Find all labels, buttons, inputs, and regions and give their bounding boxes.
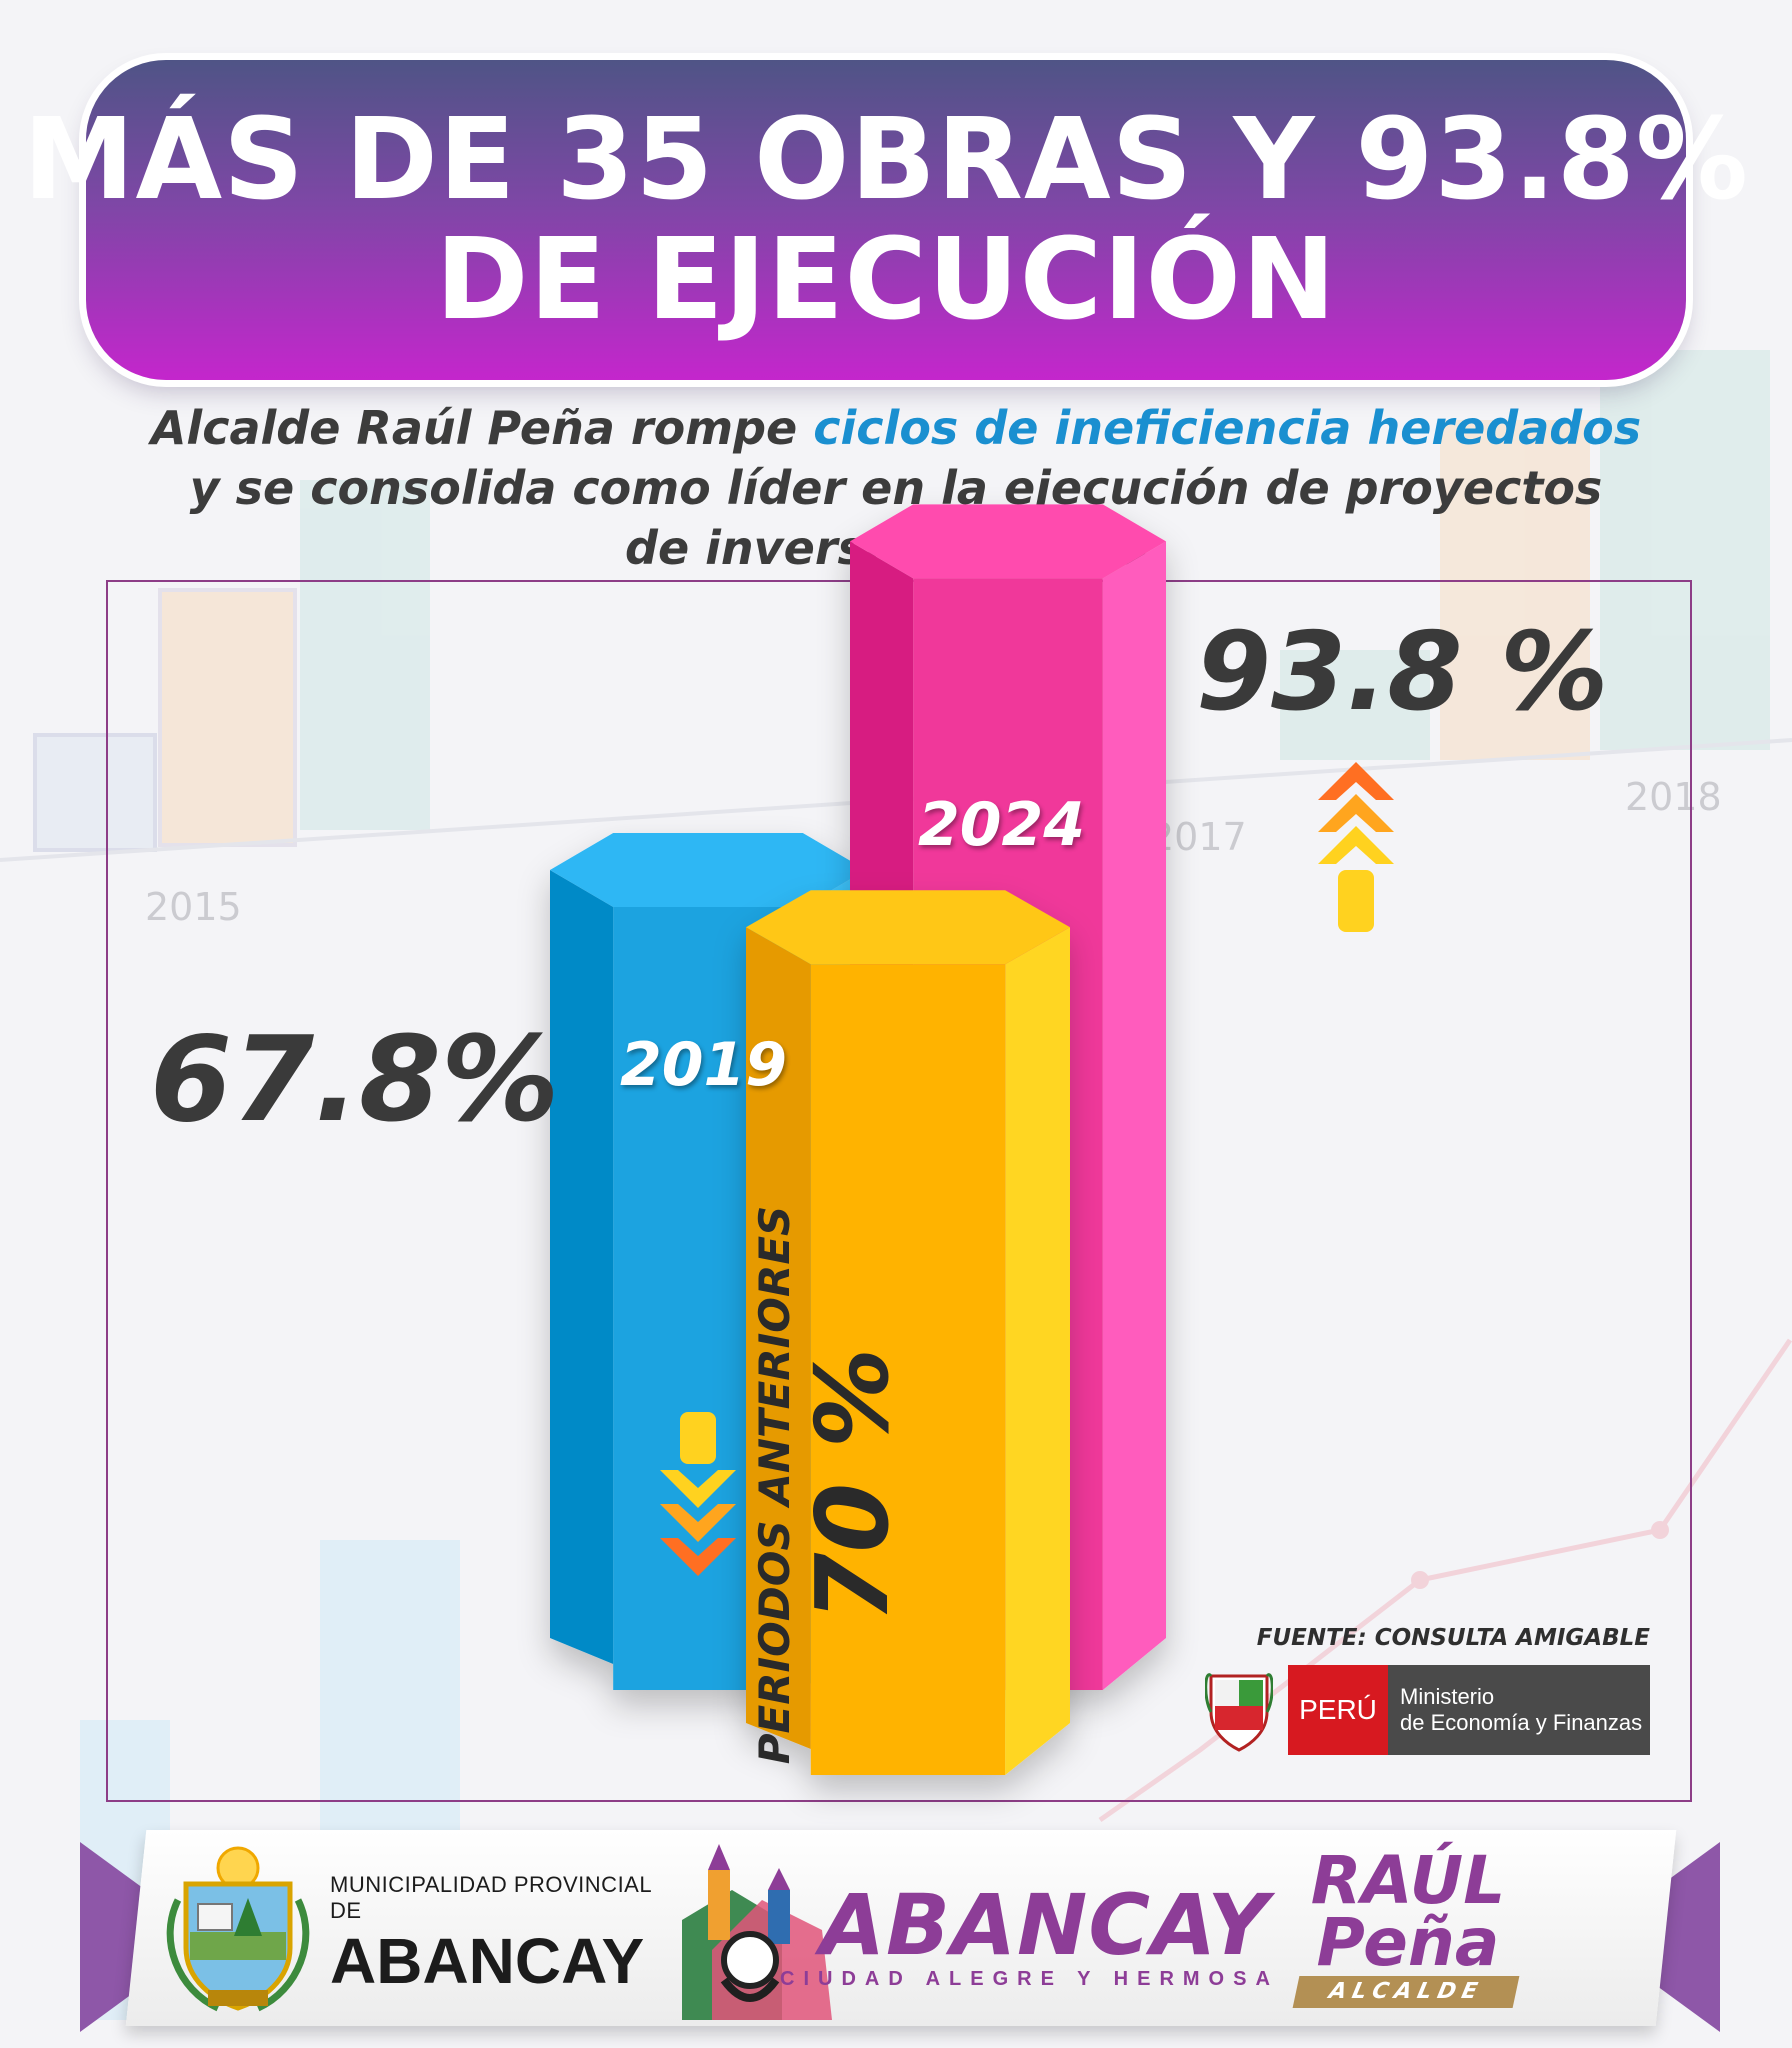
mayor-first-name: RAÚL bbox=[1310, 1842, 1506, 1919]
city-logo-icon bbox=[682, 1844, 832, 2020]
subtitle-highlight: ciclos de ineficiencia heredados bbox=[813, 401, 1642, 455]
background-year-label: 2018 bbox=[1625, 775, 1722, 819]
category-label-previous: PERIODOS ANTERIORES bbox=[750, 1205, 799, 1765]
municipality-name: ABANCAY bbox=[330, 1925, 645, 1997]
subtitle-text: Alcalde Raúl Peña rompe bbox=[150, 401, 814, 455]
category-label-2024: 2024 bbox=[918, 790, 1085, 860]
title-line-1: MÁS DE 35 OBRAS Y 93.8% bbox=[23, 95, 1749, 225]
title-line-2: DE EJECUCIÓN bbox=[435, 215, 1337, 345]
background-year-label: 2015 bbox=[145, 885, 242, 929]
value-label-previous: 70 % bbox=[794, 1347, 911, 1623]
value-label-2019: 67.8% bbox=[150, 1010, 560, 1148]
ministry-name: Ministerio de Economía y Finanzas bbox=[1388, 1684, 1642, 1736]
peru-coat-of-arms-icon bbox=[1205, 1673, 1273, 1752]
subtitle-line-3: de inversión pública. bbox=[625, 521, 1167, 575]
value-label-2024: 93.8 % bbox=[1196, 610, 1609, 735]
category-label-2019: 2019 bbox=[620, 1030, 787, 1100]
previous-periods-label: PERIODOS ANTERIORES 70 % bbox=[750, 1205, 911, 1765]
city-name: ABANCAY bbox=[820, 1876, 1270, 1974]
municipality-text: MUNICIPALIDAD PROVINCIAL DE ABANCAY bbox=[330, 1872, 652, 1998]
ministry-line-1: Ministerio bbox=[1400, 1684, 1495, 1709]
subtitle-line-1: Alcalde Raúl Peña rompe ciclos de inefic… bbox=[60, 398, 1732, 458]
ministry-line-2: de Economía y Finanzas bbox=[1400, 1710, 1643, 1735]
mef-logo: PERÚ Ministerio de Economía y Finanzas bbox=[1288, 1665, 1650, 1755]
background-year-label: 2017 bbox=[1150, 815, 1247, 859]
mayor-last-name: Peña bbox=[1316, 1904, 1500, 1981]
municipality-small-label: MUNICIPALIDAD PROVINCIAL DE bbox=[330, 1872, 652, 1923]
peru-badge: PERÚ bbox=[1288, 1665, 1388, 1755]
mayor-name: RAÚL Peña bbox=[1258, 1842, 1558, 1981]
city-tagline: CIUDAD ALEGRE Y HERMOSA bbox=[780, 1968, 1279, 1990]
subtitle-line-2: y se consolida como líder en la ejecució… bbox=[189, 461, 1603, 515]
source-label: FUENTE: CONSULTA AMIGABLE bbox=[1256, 1625, 1650, 1651]
title-banner: MÁS DE 35 OBRAS Y 93.8% DE EJECUCIÓN bbox=[23, 60, 1748, 380]
municipality-emblem-icon bbox=[166, 1846, 310, 2012]
subtitle: Alcalde Raúl Peña rompe ciclos de inefic… bbox=[60, 398, 1732, 578]
mayor-role: ALCALDE bbox=[1292, 1976, 1520, 2008]
